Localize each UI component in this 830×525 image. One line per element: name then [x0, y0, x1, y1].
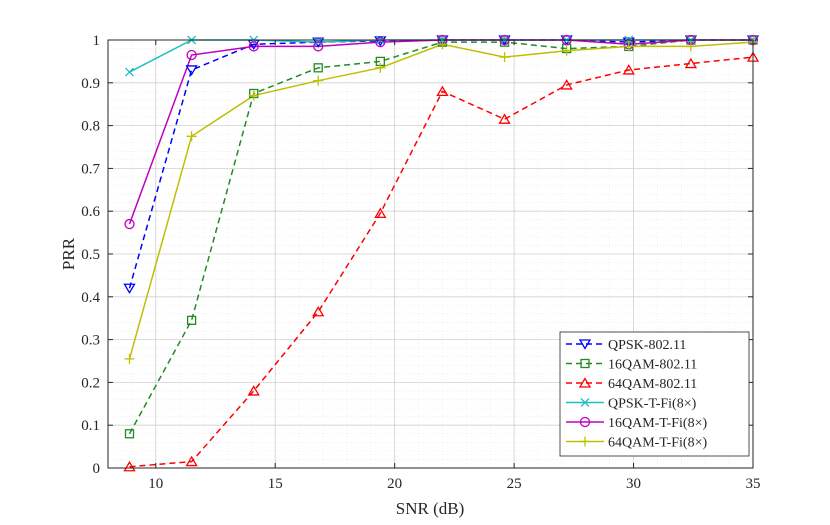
x-tick-label: 30 [626, 476, 641, 492]
y-tick-label: 0.6 [81, 204, 100, 220]
legend-label-2: 16QAM-802.11 [608, 358, 697, 373]
data-point-series-5 [186, 49, 197, 61]
series-line-3 [129, 56, 754, 468]
data-point-series-3 [123, 460, 136, 472]
data-point-series-3 [498, 113, 511, 124]
data-point-series-6 [437, 39, 448, 50]
data-point-series-3 [622, 64, 635, 75]
data-point-series-6 [375, 62, 386, 73]
x-tick-label: 15 [268, 476, 283, 492]
legend-box [559, 331, 750, 457]
legend-label-4: QPSK-T-Fi(8×) [608, 397, 697, 412]
y-tick-label: 0.8 [81, 119, 100, 135]
legend-marker-5 [579, 416, 591, 428]
data-point-series-6 [623, 41, 634, 52]
data-point-series-3 [560, 79, 573, 90]
data-point-series-3 [312, 305, 325, 317]
data-point-series-6 [313, 75, 324, 86]
data-point-series-1 [185, 65, 198, 76]
y-tick-label: 0.3 [81, 333, 100, 349]
legend-marker-1 [578, 339, 592, 350]
data-point-series-3 [247, 385, 260, 396]
data-point-series-6 [248, 90, 259, 101]
legend-marker-6 [580, 436, 590, 447]
y-tick-label: 0.9 [81, 76, 100, 92]
x-tick-label: 10 [148, 476, 163, 492]
y-tick-label: 0.5 [81, 247, 100, 263]
data-point-series-6 [186, 131, 197, 142]
x-axis-ticks: 10 15 20 25 30 35 [148, 40, 761, 492]
x-axis-label: SNR (dB) [396, 499, 464, 518]
y-tick-label: 1 [93, 33, 101, 49]
legend-marker-4 [580, 398, 590, 407]
data-point-series-6 [499, 52, 510, 63]
data-point-series-1 [374, 36, 387, 47]
data-point-series-6 [685, 41, 696, 52]
data-point-series-1 [123, 283, 136, 295]
legend-marker-3 [578, 377, 592, 388]
data-point-series-5 [248, 41, 259, 52]
data-point-series-6 [124, 353, 135, 364]
legend-label-3: 64QAM-802.11 [608, 377, 697, 392]
y-tick-label: 0.7 [81, 161, 100, 177]
grid [108, 39, 754, 469]
data-point-series-5 [313, 41, 324, 52]
data-point-series-3 [684, 57, 698, 69]
data-point-series-3 [185, 455, 198, 467]
data-point-series-6 [561, 45, 572, 56]
data-point-series-3 [436, 85, 449, 97]
x-tick-label: 35 [746, 476, 761, 492]
y-tick-label: 0.4 [81, 290, 100, 306]
y-axis-ticks: 0 0.1 0.2 0.3 0.4 0.5 0.6 0.7 0.8 0.9 1 [81, 33, 753, 477]
data-point-series-2 [124, 429, 135, 439]
data-point-series-4 [125, 67, 134, 77]
legend: QPSK-802.11 16QAM-802.11 64QAM-802.11 QPSK-… [559, 331, 750, 457]
data-point-series-3 [374, 207, 387, 218]
legend-marker-2 [580, 358, 590, 369]
data-point-series-2 [186, 315, 197, 325]
legend-label-1: QPSK-802.11 [608, 338, 686, 353]
x-tick-label: 20 [387, 476, 402, 492]
data-point-series-5 [375, 36, 386, 48]
y-tick-label: 0.2 [81, 375, 100, 391]
legend-label-5: 16QAM-T-Fi(8×) [608, 416, 707, 431]
y-tick-label: 0.1 [81, 418, 100, 434]
data-point-series-5 [124, 218, 135, 230]
legend-label-6: 64QAM-T-Fi(8×) [608, 436, 707, 451]
y-axis-label: PRR [59, 237, 78, 270]
x-tick-label: 25 [507, 476, 522, 492]
data-point-series-2 [313, 63, 323, 73]
y-tick-label: 0 [93, 461, 101, 477]
